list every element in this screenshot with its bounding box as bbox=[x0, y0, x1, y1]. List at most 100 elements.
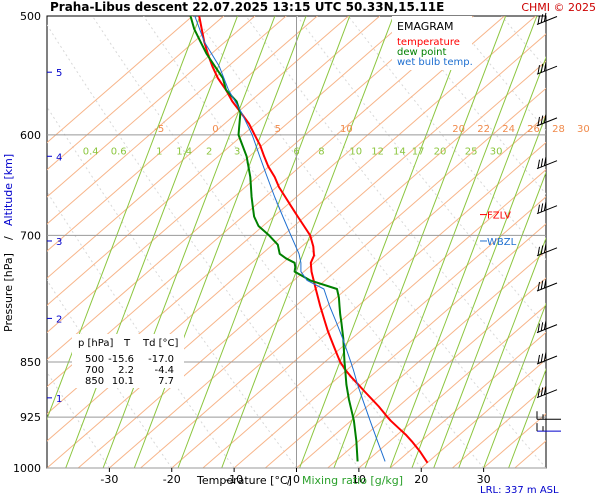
barb-staff bbox=[536, 324, 558, 334]
mixing-ratio-label: 1.4 bbox=[176, 146, 192, 157]
barb-flag bbox=[543, 244, 547, 253]
barb-flag bbox=[543, 386, 547, 395]
isotherm-label: 20 bbox=[452, 124, 465, 135]
isotherm bbox=[327, 277, 546, 468]
barb-flag bbox=[543, 320, 547, 330]
dry-adiabat bbox=[91, 16, 422, 468]
barb-flag bbox=[540, 245, 544, 255]
altitude-tick-label: 4 bbox=[56, 152, 62, 163]
barb-flag bbox=[537, 65, 540, 74]
barb-flag bbox=[537, 281, 540, 291]
x-tick-label: 30 bbox=[477, 473, 491, 486]
isotherm bbox=[264, 223, 546, 468]
mixing-ratio-label: 0.6 bbox=[111, 146, 127, 157]
y-axis-separator: / bbox=[2, 236, 15, 240]
legend-item-dew-point: dew point bbox=[397, 47, 446, 58]
table-header-t: T bbox=[123, 338, 131, 349]
x-tick-label: -10 bbox=[225, 473, 243, 486]
isotherm-label: 28 bbox=[552, 124, 565, 135]
wind-barb bbox=[536, 352, 558, 365]
barb-flag bbox=[537, 116, 540, 126]
wet-bulb-profile-line bbox=[194, 16, 386, 462]
table-cell: -4.4 bbox=[154, 365, 174, 376]
table-cell: 2.2 bbox=[118, 365, 134, 376]
isotherm bbox=[233, 196, 546, 468]
barb-staff bbox=[536, 16, 558, 25]
table-header-td: Td [°C] bbox=[142, 338, 179, 349]
x-axis-mix-label: Mixing ratio [g/kg] bbox=[302, 474, 403, 487]
barb-flag bbox=[540, 158, 544, 168]
wbzl-label: WBZL bbox=[487, 237, 517, 248]
dry-adiabat bbox=[296, 16, 546, 328]
isotherm bbox=[202, 169, 546, 468]
chart-title: Praha-Libus descent 22.07.2025 13:15 UTC… bbox=[50, 0, 444, 14]
isotherm bbox=[47, 16, 443, 361]
isotherm bbox=[452, 385, 546, 468]
isotherm-label: 0 bbox=[212, 124, 218, 135]
isotherm-label: -5 bbox=[154, 124, 164, 135]
mixing-ratio-label: 0.4 bbox=[83, 146, 99, 157]
barb-staff bbox=[536, 117, 558, 127]
y-axis-label: Pressure [hPa] / Altitude [km] bbox=[2, 154, 15, 332]
isotherm-label: 24 bbox=[502, 124, 515, 135]
legend: EMAGRAM temperature dew point wet bulb t… bbox=[392, 16, 473, 70]
altitude-tick-label: 5 bbox=[56, 68, 62, 79]
isotherm bbox=[358, 304, 546, 468]
isotherm-label: 26 bbox=[527, 124, 540, 135]
x-axis-temp-label: Temperature [°C] bbox=[196, 474, 292, 487]
barb-flag bbox=[537, 159, 540, 169]
mixing-ratio-line bbox=[483, 302, 546, 468]
y-tick-label: 500 bbox=[20, 10, 41, 23]
copyright-text: CHMI © 2025 bbox=[521, 1, 596, 14]
isotherm bbox=[420, 358, 546, 468]
mixing-ratio-label: 3 bbox=[234, 146, 240, 157]
lrl-label: LRL: 337 m ASL bbox=[480, 485, 559, 496]
mixing-ratio-label: 8 bbox=[318, 146, 324, 157]
barb-flag bbox=[540, 14, 544, 23]
isotherm bbox=[47, 16, 349, 279]
barb-flag bbox=[543, 62, 547, 72]
mixing-ratio-label: 17 bbox=[412, 146, 425, 157]
table-header-p: p [hPa] bbox=[78, 338, 113, 349]
isotherm-label: 22 bbox=[477, 124, 490, 135]
barb-staff bbox=[536, 282, 558, 292]
isotherm bbox=[77, 60, 546, 468]
isotherm bbox=[47, 33, 546, 468]
barb-flag bbox=[540, 203, 544, 213]
wind-barb bbox=[536, 202, 558, 215]
dry-adiabat bbox=[47, 24, 360, 468]
mixing-ratio-label: 25 bbox=[465, 146, 478, 157]
barb-flag bbox=[537, 354, 540, 364]
barb-staff bbox=[536, 355, 558, 365]
mixing-ratio-label: 12 bbox=[371, 146, 384, 157]
legend-item-wet-bulb: wet bulb temp. bbox=[397, 57, 473, 68]
x-axis-separator: / bbox=[287, 474, 291, 487]
table-cell: 500 bbox=[85, 354, 104, 365]
mixing-ratio-label: 14 bbox=[393, 146, 406, 157]
barb-flag bbox=[540, 353, 544, 363]
wind-barb bbox=[536, 244, 558, 257]
mixing-ratio-line bbox=[221, 16, 394, 468]
barb-flag bbox=[543, 114, 547, 123]
mixing-ratio-label: 10 bbox=[349, 146, 362, 157]
isotherm bbox=[47, 16, 536, 442]
legend-item-temperature: temperature bbox=[397, 37, 460, 48]
barb-staff bbox=[536, 389, 558, 399]
table-cell: -17.0 bbox=[148, 354, 174, 365]
dry-adiabat bbox=[47, 106, 297, 468]
barb-staff bbox=[536, 65, 558, 75]
x-tick-label: 20 bbox=[414, 473, 428, 486]
legend-title: EMAGRAM bbox=[397, 20, 454, 33]
isotherm bbox=[47, 16, 318, 252]
isotherm bbox=[296, 250, 546, 468]
isotherm-label: 10 bbox=[340, 124, 353, 135]
sounding-table: p [hPa] T Td [°C] 500 -15.6 -17.0 700 2.… bbox=[72, 334, 184, 388]
barb-flag bbox=[543, 202, 547, 211]
isotherm bbox=[47, 16, 256, 198]
isotherm bbox=[545, 467, 546, 468]
wind-barb bbox=[536, 386, 558, 399]
isotherm bbox=[140, 114, 546, 468]
barb-staff bbox=[536, 247, 558, 257]
mixing-ratio-label: 6 bbox=[293, 146, 299, 157]
